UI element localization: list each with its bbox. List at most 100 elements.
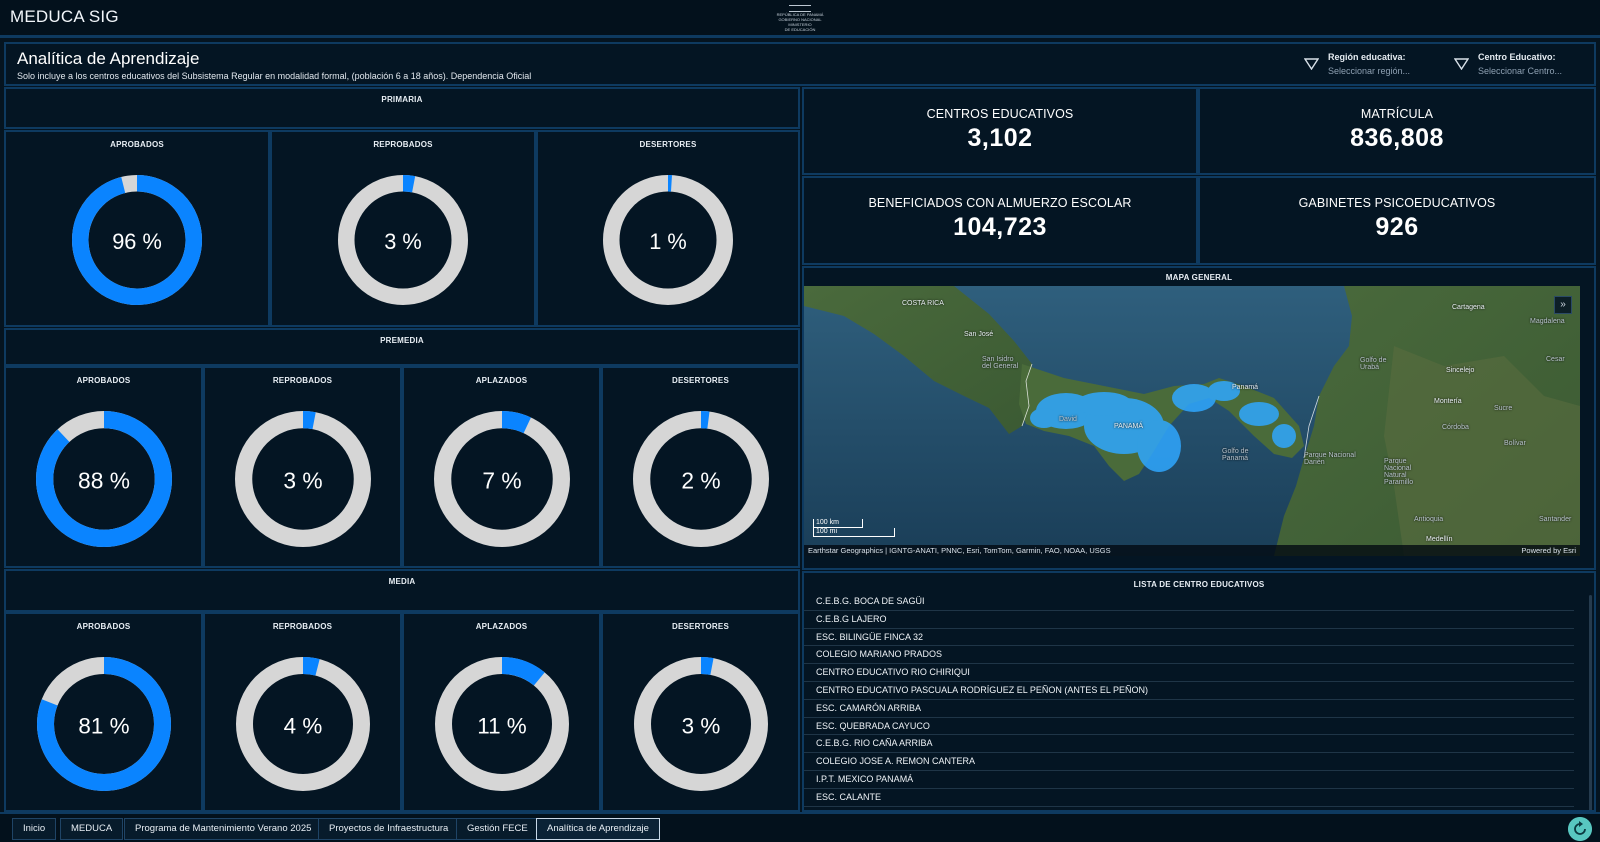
map-label: Cesar: [1546, 356, 1565, 363]
map-canvas[interactable]: [804, 286, 1580, 556]
gauge-label: APROBADOS: [76, 622, 131, 631]
donut-value-arc: [434, 657, 569, 791]
centro-filter[interactable]: Centro Educativo: Seleccionar Centro...: [1454, 52, 1584, 80]
centro-filter-placeholder[interactable]: Seleccionar Centro...: [1478, 66, 1563, 76]
gauge-primaria-aprobados: APROBADOS 96 %: [4, 130, 270, 327]
map-label: Antioquia: [1414, 516, 1444, 523]
section-header-premedia: PREMEDIA: [4, 328, 800, 366]
map-panel: MAPA GENERAL: [802, 266, 1596, 570]
gauge-premedia-aprobados: APROBADOS 88 %: [4, 366, 203, 568]
donut-value-arc: [35, 411, 172, 547]
kpi-value: 3,102: [967, 124, 1033, 152]
kpi-value: 104,723: [953, 213, 1047, 241]
section-header-media: MEDIA: [4, 569, 800, 612]
map-label: Montería: [1434, 398, 1462, 405]
map-label: COSTA RICA: [902, 300, 944, 307]
donut-value-label: 88 %: [78, 468, 130, 494]
map-label: Bolívar: [1504, 440, 1526, 447]
donut-chart: 7 %: [433, 411, 570, 547]
kpi-label: GABINETES PSICOEDUCATIVOS: [1298, 196, 1496, 210]
tab-meduca[interactable]: MEDUCA: [60, 818, 124, 840]
list-item[interactable]: ESC. CAMARÓN ARRIBA: [804, 700, 1574, 718]
tab-gestion-fece[interactable]: Gestión FECE: [456, 818, 539, 840]
donut-chart: 4 %: [235, 657, 370, 791]
kpi-centros-educativos: CENTROS EDUCATIVOS 3,102: [802, 87, 1198, 175]
donut-value-label: 11 %: [477, 714, 527, 739]
map-label: Sucre: [1494, 405, 1513, 412]
tab-analitica[interactable]: Analítica de Aprendizaje: [536, 818, 660, 840]
map-attribution: Earthstar Geographics | IGNTG-ANATI, PNN…: [804, 545, 1580, 556]
map-label: David: [1059, 416, 1077, 423]
country-borders: [1021, 363, 1320, 459]
gauge-label: DESERTORES: [672, 376, 729, 385]
gauge-label: REPROBADOS: [373, 140, 433, 149]
map-label: Panamá: [1232, 384, 1259, 391]
kpi-value: 836,808: [1350, 124, 1444, 152]
gauge-premedia-reprobados: REPROBADOS 3 %: [203, 366, 402, 568]
list-item[interactable]: ESC. QUEBRADA CAYUCO: [804, 718, 1574, 736]
list-item[interactable]: CENTRO EDUCATIVO RIO CHIRIQUI: [804, 664, 1574, 682]
list-item[interactable]: ESC. CALANTE: [804, 789, 1574, 807]
kpi-label: BENEFICIADOS CON ALMUERZO ESCOLAR: [868, 196, 1132, 210]
list-item[interactable]: CENTRO EDUCATIVO PASCUALA RODRÍGUEZ EL P…: [804, 682, 1574, 700]
bottom-tab-bar: Inicio MEDUCA Programa de Mantenimiento …: [0, 812, 1600, 842]
tab-inicio[interactable]: Inicio: [12, 818, 57, 840]
donut-value-label: 7 %: [482, 468, 521, 494]
tab-infraestructura[interactable]: Proyectos de Infraestructura: [318, 818, 460, 840]
app-title: MEDUCA SIG: [10, 7, 119, 26]
list-item[interactable]: I.P.T. MEXICO PANAMÁ: [804, 771, 1574, 789]
section-title: MEDIA: [388, 577, 416, 586]
gauge-media-aprobados: APROBADOS 81 %: [4, 612, 203, 812]
map-label: Magdalena: [1530, 318, 1565, 325]
map-label: Parque Nacional Natural Paramillo: [1384, 458, 1414, 486]
map-view[interactable]: COSTA RICA San José San Isidro del Gener…: [804, 286, 1580, 556]
donut-value-arc: [603, 175, 733, 305]
map-label: Golfo de Urabá: [1360, 357, 1387, 371]
list-scrollbar[interactable]: [1589, 595, 1592, 810]
donut-value-label: 2 %: [681, 468, 720, 494]
donut-value-label: 4 %: [283, 714, 322, 739]
gauge-label: APROBADOS: [110, 140, 164, 149]
gauge-label: DESERTORES: [672, 622, 729, 631]
page-subtitle: Solo incluye a los centros educativos de…: [17, 71, 532, 81]
map-label: PANAMÁ: [1114, 423, 1144, 430]
region-filter-label: Región educativa:: [1328, 52, 1406, 62]
gauge-label: APROBADOS: [76, 376, 131, 385]
donut-value-arc: [72, 175, 202, 305]
donut-value-label: 81 %: [78, 714, 129, 739]
list-item[interactable]: C.E.B.G LAJERO: [804, 611, 1574, 629]
map-label: Parque Nacional Darién: [1304, 452, 1356, 466]
donut-chart: 3 %: [338, 175, 468, 305]
school-points: [1030, 381, 1296, 472]
list-item[interactable]: COLEGIO MARIANO PRADOS: [804, 646, 1574, 665]
map-title: MAPA GENERAL: [1165, 273, 1233, 282]
donut-value-label: 3 %: [283, 468, 322, 494]
filter-icon: [1454, 58, 1469, 70]
donut-value-arc: [633, 657, 768, 791]
kpi-almuerzo-escolar: BENEFICIADOS CON ALMUERZO ESCOLAR 104,72…: [802, 176, 1198, 265]
refresh-icon[interactable]: [1568, 817, 1592, 841]
donut-chart: 96 %: [72, 175, 202, 305]
donut-chart: 11 %: [434, 657, 569, 791]
top-bar: MEDUCA SIG REPÚBLICA DE PANAMÁ GOBIERNO …: [0, 0, 1600, 38]
centros-list[interactable]: C.E.B.G. BOCA DE SAGÜI C.E.B.G LAJERO ES…: [804, 593, 1574, 807]
map-label: Sincelejo: [1446, 367, 1475, 374]
meduca-logo: REPÚBLICA DE PANAMÁ GOBIERNO NACIONAL MI…: [777, 4, 823, 32]
chevron-double-down-icon[interactable]: »: [1554, 296, 1572, 314]
region-filter[interactable]: Región educativa: Seleccionar región...: [1304, 52, 1434, 80]
donut-value-arc: [338, 175, 468, 305]
list-item[interactable]: ESC. BILINGÜE FINCA 32: [804, 629, 1574, 647]
donut-value-label: 3 %: [681, 714, 720, 739]
powered-by-esri[interactable]: Powered by Esri: [1521, 546, 1576, 555]
list-item[interactable]: COLEGIO JOSE A. REMON CANTERA: [804, 753, 1574, 771]
tab-mantenimiento[interactable]: Programa de Mantenimiento Verano 2025: [124, 818, 323, 840]
map-label: Santander: [1539, 516, 1572, 523]
map-label: Golfo de Panamá: [1222, 448, 1249, 462]
gauge-media-reprobados: REPROBADOS 4 %: [203, 612, 402, 812]
list-item[interactable]: C.E.B.G. RIO CAÑA ARRIBA: [804, 735, 1574, 754]
gauge-primaria-desertores: DESERTORES 1 %: [536, 130, 800, 327]
list-item[interactable]: C.E.B.G. BOCA DE SAGÜI: [804, 593, 1574, 611]
region-filter-placeholder[interactable]: Seleccionar región...: [1328, 66, 1411, 76]
gauge-media-desertores: DESERTORES 3 %: [601, 612, 800, 812]
donut-value-label: 96 %: [112, 229, 162, 254]
